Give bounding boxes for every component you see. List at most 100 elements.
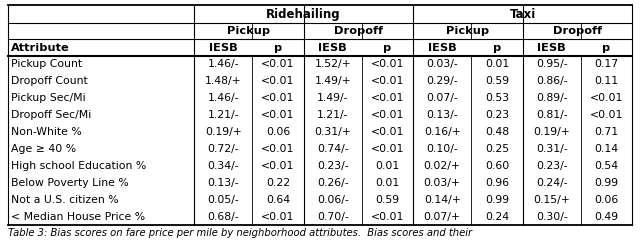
Text: 0.81/-: 0.81/- [536,110,568,120]
Text: 0.01: 0.01 [376,161,399,171]
Text: 0.23/-: 0.23/- [317,161,349,171]
Text: 0.99: 0.99 [595,178,618,188]
Text: <0.01: <0.01 [261,144,294,154]
Text: 0.74/-: 0.74/- [317,144,349,154]
Text: 0.02/+: 0.02/+ [424,161,461,171]
Text: <0.01: <0.01 [590,93,623,103]
Text: 0.25: 0.25 [485,144,509,154]
Text: 0.64: 0.64 [266,195,290,205]
Text: IESB: IESB [318,42,347,53]
Text: 0.24/-: 0.24/- [536,178,568,188]
Text: Not a U.S. citizen %: Not a U.S. citizen % [11,195,118,205]
Text: 0.15/+: 0.15/+ [533,195,570,205]
Text: 0.70/-: 0.70/- [317,211,349,222]
Text: 0.99: 0.99 [485,195,509,205]
Text: 1.49/-: 1.49/- [317,93,349,103]
Text: 0.19/+: 0.19/+ [533,127,570,137]
Text: Table 3: Bias scores on fare price per mile by neighborhood attributes.  Bias sc: Table 3: Bias scores on fare price per m… [8,228,472,238]
Text: 0.60: 0.60 [485,161,509,171]
Text: Below Poverty Line %: Below Poverty Line % [11,178,129,188]
Text: 0.54: 0.54 [595,161,618,171]
Text: < Median House Price %: < Median House Price % [11,211,145,222]
Text: 0.14/+: 0.14/+ [424,195,461,205]
Text: 0.68/-: 0.68/- [207,211,239,222]
Text: Attribute: Attribute [11,42,70,53]
Text: 0.59: 0.59 [485,76,509,86]
Text: Taxi: Taxi [509,7,536,21]
Text: 1.48/+: 1.48/+ [205,76,242,86]
Text: 0.03/+: 0.03/+ [424,178,461,188]
Text: 1.21/-: 1.21/- [207,110,239,120]
Text: 0.01: 0.01 [376,178,399,188]
Text: 0.29/-: 0.29/- [426,76,458,86]
Text: 0.05/-: 0.05/- [207,195,239,205]
Text: 0.06: 0.06 [595,195,619,205]
Text: Dropoff: Dropoff [334,26,383,36]
Text: <0.01: <0.01 [371,144,404,154]
Text: IESB: IESB [209,42,237,53]
Text: IESB: IESB [538,42,566,53]
Text: 0.86/-: 0.86/- [536,76,568,86]
Text: <0.01: <0.01 [371,60,404,69]
Text: p: p [602,42,611,53]
Text: 0.96: 0.96 [485,178,509,188]
Text: p: p [274,42,282,53]
Text: 0.03/-: 0.03/- [426,60,458,69]
Text: <0.01: <0.01 [261,60,294,69]
Text: <0.01: <0.01 [261,211,294,222]
Text: 0.22: 0.22 [266,178,290,188]
Text: 0.53: 0.53 [485,93,509,103]
Text: 0.06: 0.06 [266,127,290,137]
Text: <0.01: <0.01 [261,93,294,103]
Text: 0.30/-: 0.30/- [536,211,568,222]
Text: 1.46/-: 1.46/- [207,93,239,103]
Text: Dropoff Count: Dropoff Count [11,76,88,86]
Text: 0.26/-: 0.26/- [317,178,349,188]
Text: Pickup Count: Pickup Count [11,60,82,69]
Text: 1.49/+: 1.49/+ [314,76,351,86]
Text: 0.07/-: 0.07/- [426,93,458,103]
Text: 0.13/-: 0.13/- [426,110,458,120]
Text: Pickup: Pickup [446,26,490,36]
Text: <0.01: <0.01 [371,110,404,120]
Text: 0.17: 0.17 [595,60,618,69]
Text: 1.21/-: 1.21/- [317,110,349,120]
Text: <0.01: <0.01 [261,110,294,120]
Text: p: p [493,42,501,53]
Text: 0.24: 0.24 [485,211,509,222]
Text: 0.31/+: 0.31/+ [314,127,351,137]
Text: 0.71: 0.71 [595,127,618,137]
Text: 0.49: 0.49 [595,211,618,222]
Text: IESB: IESB [428,42,456,53]
Text: <0.01: <0.01 [371,93,404,103]
Text: Dropoff Sec/Mi: Dropoff Sec/Mi [11,110,92,120]
Text: 0.19/+: 0.19/+ [205,127,242,137]
Text: <0.01: <0.01 [590,110,623,120]
Text: Non-White %: Non-White % [11,127,82,137]
Text: <0.01: <0.01 [371,76,404,86]
Text: <0.01: <0.01 [371,211,404,222]
Text: <0.01: <0.01 [261,161,294,171]
Text: 0.01: 0.01 [485,60,509,69]
Text: 0.06/-: 0.06/- [317,195,349,205]
Text: 0.95/-: 0.95/- [536,60,568,69]
Text: 0.23/-: 0.23/- [536,161,568,171]
Text: 0.89/-: 0.89/- [536,93,568,103]
Text: 0.14: 0.14 [595,144,618,154]
Text: 0.34/-: 0.34/- [207,161,239,171]
Text: Ridehailing: Ridehailing [266,7,341,21]
Text: 0.72/-: 0.72/- [207,144,239,154]
Text: 1.46/-: 1.46/- [207,60,239,69]
Text: 0.59: 0.59 [376,195,399,205]
Text: 0.13/-: 0.13/- [207,178,239,188]
Text: p: p [383,42,392,53]
Text: Dropoff: Dropoff [553,26,602,36]
Text: 0.16/+: 0.16/+ [424,127,461,137]
Text: 0.10/-: 0.10/- [426,144,458,154]
Text: 1.52/+: 1.52/+ [314,60,351,69]
Text: <0.01: <0.01 [371,127,404,137]
Text: 0.23: 0.23 [485,110,509,120]
Text: 0.31/-: 0.31/- [536,144,568,154]
Text: Pickup: Pickup [227,26,270,36]
Text: Age ≥ 40 %: Age ≥ 40 % [11,144,76,154]
